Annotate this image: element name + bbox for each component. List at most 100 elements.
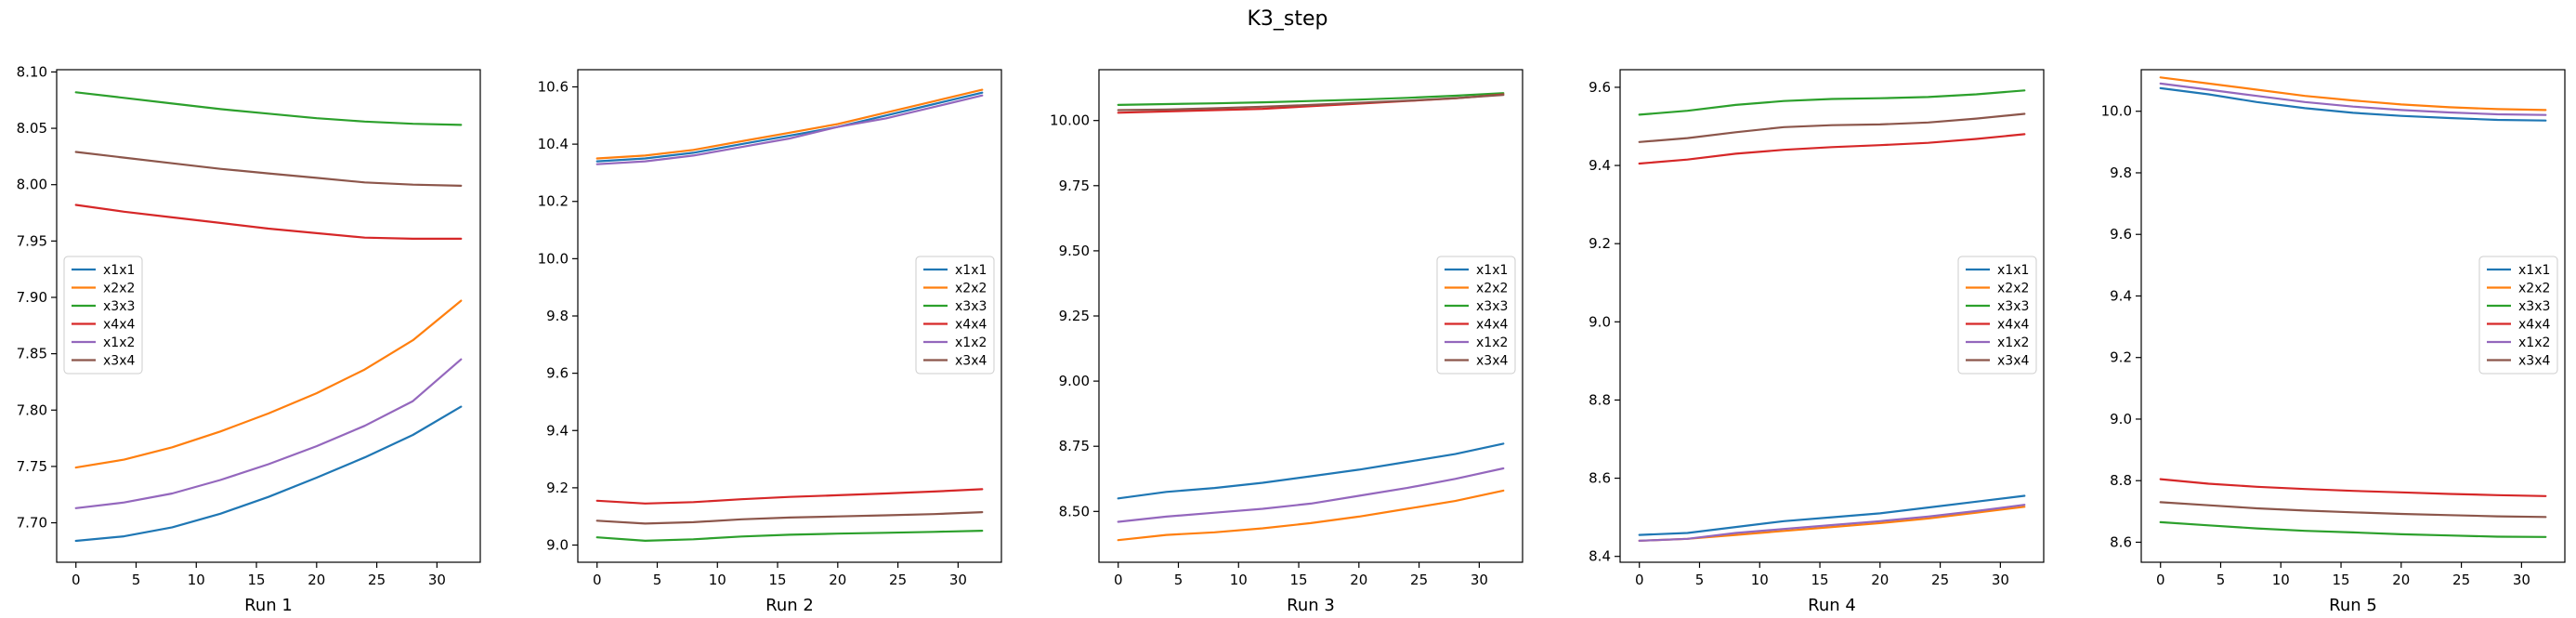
legend-label-x2x2: x2x2 <box>1997 282 2029 296</box>
y-tick-label: 9.4 <box>1589 157 1611 174</box>
y-tick-label: 9.6 <box>546 365 569 382</box>
x-tick-label: 10 <box>188 572 205 588</box>
legend-label-x3x3: x3x3 <box>955 299 987 314</box>
y-tick-label: 9.2 <box>546 480 569 496</box>
x-tick-label: 10 <box>2272 572 2290 588</box>
legend-label-x4x4: x4x4 <box>955 318 987 333</box>
y-tick-label: 8.10 <box>17 63 47 80</box>
legend-label-x1x2: x1x2 <box>1476 335 1508 350</box>
series-line-x1x1 <box>2159 86 2547 122</box>
series-line-x2x2 <box>2159 76 2547 112</box>
y-tick-label: 7.70 <box>17 515 47 532</box>
series-line-x4x4 <box>74 204 463 240</box>
y-axis: 8.6 8.8 9.0 9.2 9.4 9.6 9.8 10.0 <box>2101 103 2141 550</box>
series-line-x1x2 <box>74 358 463 509</box>
x-tick-label: 0 <box>1635 572 1644 588</box>
legend: x1x1 x2x2 x3x3 x4x4 x1x2 x3x4 <box>915 256 995 375</box>
x-tick-label: 30 <box>428 572 446 588</box>
series-line-x3x3 <box>2159 520 2547 538</box>
x-tick-label: 10 <box>1230 572 1248 588</box>
y-tick-label: 10.00 <box>1050 112 1090 129</box>
y-tick-label: 9.0 <box>1589 313 1611 330</box>
y-tick-label: 9.6 <box>1589 79 1611 96</box>
legend-label-x1x2: x1x2 <box>955 335 987 350</box>
series-lines <box>2159 76 2547 538</box>
subplot-5: 0 5 10 15 20 25 30 8.6 8.8 9.0 9.2 9.4 9.6 9.8 10.0 Run… <box>2101 69 2566 615</box>
legend-label-x4x4: x4x4 <box>1476 318 1508 333</box>
legend-label-x1x1: x1x1 <box>1476 263 1508 278</box>
legend: x1x1 x2x2 x3x3 x4x4 x1x2 x3x4 <box>1957 256 2037 375</box>
x-tick-label: 20 <box>307 572 325 588</box>
x-tick-label: 15 <box>1811 572 1828 588</box>
x-tick-label: 25 <box>889 572 907 588</box>
series-line-x1x2 <box>1638 504 2026 543</box>
series-lines <box>1638 89 2026 543</box>
subplot-1: 0 5 10 15 20 25 30 7.70 7.75 7.80 7.85 7.90 7.95 8.00… <box>17 63 481 615</box>
legend-label-x3x3: x3x3 <box>1476 299 1508 314</box>
y-tick-label: 8.75 <box>1059 438 1090 454</box>
x-tick-label: 20 <box>829 572 846 588</box>
series-line-x2x2 <box>1117 489 1505 542</box>
series-line-x4x4 <box>2159 478 2547 497</box>
y-tick-label: 10.0 <box>2101 103 2132 120</box>
y-tick-label: 8.6 <box>1589 470 1611 487</box>
x-tick-label: 5 <box>132 572 141 588</box>
legend-label-x4x4: x4x4 <box>103 318 135 333</box>
y-tick-label: 9.8 <box>546 308 569 324</box>
x-tick-label: 5 <box>2216 572 2226 588</box>
x-tick-label: 25 <box>368 572 386 588</box>
y-axis: 7.70 7.75 7.80 7.85 7.90 7.95 8.00 8.05 8.10 <box>17 63 57 532</box>
series-line-x3x4 <box>1638 112 2026 143</box>
y-tick-label: 7.90 <box>17 289 47 306</box>
series-lines <box>74 91 463 543</box>
legend-label-x2x2: x2x2 <box>955 282 987 296</box>
x-axis: 0 5 10 15 20 25 30 <box>72 562 446 588</box>
legend-label-x1x1: x1x1 <box>103 263 135 278</box>
x-axis: 0 5 10 15 20 25 30 <box>593 562 967 588</box>
x-tick-label: 30 <box>2513 572 2530 588</box>
series-line-x3x4 <box>2159 501 2547 519</box>
legend-label-x1x2: x1x2 <box>2518 335 2550 350</box>
legend-label-x3x3: x3x3 <box>103 299 135 314</box>
y-tick-label: 9.0 <box>2110 411 2132 427</box>
y-tick-label: 10.4 <box>538 136 569 152</box>
axes-frame <box>56 69 481 563</box>
x-tick-label: 20 <box>2392 572 2410 588</box>
legend-label-x3x4: x3x4 <box>2518 354 2550 369</box>
legend-box <box>1436 256 1516 375</box>
series-line-x3x3 <box>74 91 463 126</box>
y-tick-label: 9.75 <box>1059 178 1090 194</box>
y-tick-label: 9.4 <box>2110 287 2132 304</box>
legend-box <box>1957 256 2037 375</box>
series-line-x2x2 <box>595 88 984 160</box>
axes-frame <box>1619 69 2045 563</box>
y-tick-label: 9.50 <box>1059 243 1090 259</box>
series-line-x4x4 <box>595 488 984 505</box>
y-tick-label: 8.00 <box>17 177 47 193</box>
legend-label-x3x3: x3x3 <box>1997 299 2029 314</box>
y-tick-label: 9.25 <box>1059 308 1090 324</box>
x-tick-label: 20 <box>1350 572 1367 588</box>
x-tick-label: 15 <box>1289 572 1307 588</box>
legend-label-x3x3: x3x3 <box>2518 299 2550 314</box>
legend-box <box>63 256 143 375</box>
x-tick-label: 15 <box>247 572 265 588</box>
series-line-x2x2 <box>74 299 463 469</box>
x-tick-label: 0 <box>1114 572 1123 588</box>
legend-label-x3x4: x3x4 <box>1476 354 1508 369</box>
series-line-x3x4 <box>595 510 984 525</box>
series-line-x1x2 <box>2159 82 2547 116</box>
legend-label-x3x4: x3x4 <box>1997 354 2029 369</box>
y-tick-label: 9.2 <box>1589 235 1611 252</box>
y-tick-label: 10.6 <box>538 78 569 95</box>
y-tick-label: 8.4 <box>1589 548 1611 565</box>
series-line-x3x3 <box>1117 92 1505 107</box>
x-axis-label: Run 2 <box>765 596 814 615</box>
legend-label-x4x4: x4x4 <box>1997 318 2029 333</box>
y-axis: 8.50 8.75 9.00 9.25 9.50 9.75 10.00 <box>1050 112 1099 519</box>
legend-label-x2x2: x2x2 <box>103 282 135 296</box>
series-line-x1x1 <box>74 405 463 543</box>
x-tick-label: 0 <box>2156 572 2165 588</box>
